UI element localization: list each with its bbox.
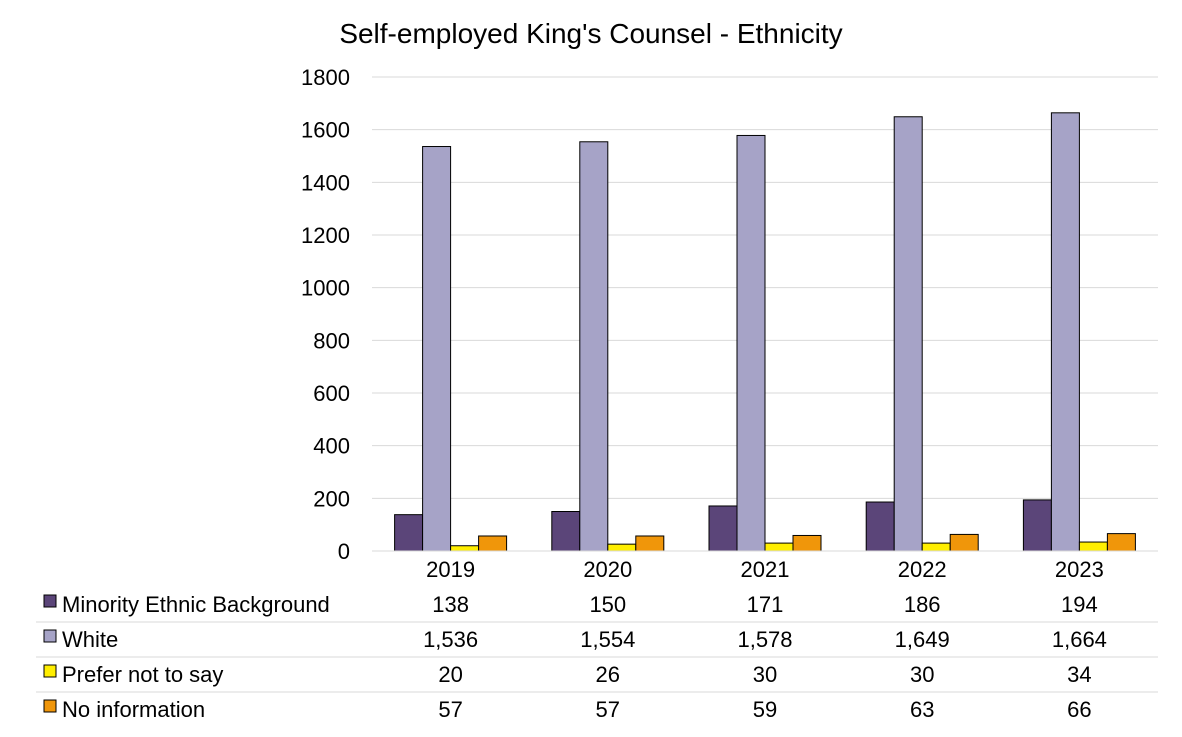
bar [422,146,452,552]
bar [478,535,508,552]
chart-title: Self-employed King's Counsel - Ethnicity [339,18,842,49]
y-tick-label: 0 [338,539,350,564]
y-tick-label: 1400 [301,170,350,195]
table-value: 59 [753,697,777,722]
table-value: 20 [438,662,462,687]
table-value: 1,578 [737,627,792,652]
table-value: 171 [747,592,784,617]
bar [764,542,794,552]
y-axis-ticks: 0 200 400 600 800 1000 1200 1400 1600 1800 [301,65,350,564]
y-tick-label: 1600 [301,118,350,143]
legend-label: No information [62,697,205,722]
bar [1078,541,1108,552]
y-tick-label: 200 [313,486,350,511]
bar [579,141,609,552]
table-value: 30 [910,662,934,687]
bar [394,514,424,552]
y-tick-label: 1000 [301,276,350,301]
table-value: 1,554 [580,627,635,652]
table-value: 1,649 [895,627,950,652]
bars [394,112,1136,552]
bar [607,543,637,552]
bar [792,534,822,552]
table-value: 34 [1067,662,1091,687]
x-tick-label: 2023 [1055,557,1104,582]
table-value: 30 [753,662,777,687]
y-tick-label: 1800 [301,65,350,90]
bar [893,116,923,552]
x-tick-label: 2021 [741,557,790,582]
table-value: 138 [432,592,469,617]
x-tick-label: 2022 [898,557,947,582]
bar [708,505,738,552]
table-value: 57 [438,697,462,722]
bar [450,545,480,552]
y-tick-label: 800 [313,328,350,353]
table-value: 150 [589,592,626,617]
legend-key [43,664,57,678]
table-value: 63 [910,697,934,722]
bar [736,134,766,552]
bar [551,511,581,552]
data-table: Minority Ethnic Background 138 150 171 186 19… [36,592,1158,722]
table-value: 26 [596,662,620,687]
bar [865,501,895,552]
table-value: 57 [596,697,620,722]
legend-label: Minority Ethnic Background [62,592,330,617]
table-value: 66 [1067,697,1091,722]
y-tick-label: 1200 [301,223,350,248]
legend-label: White [62,627,118,652]
x-axis: 2019 2020 2021 2022 2023 [372,550,1158,582]
x-tick-label: 2020 [583,557,632,582]
x-tick-label: 2019 [426,557,475,582]
legend-label: Prefer not to say [62,662,223,687]
legend-key [43,594,57,608]
bar [1106,533,1136,552]
legend-key [43,629,57,643]
table-value: 1,664 [1052,627,1107,652]
legend-key [43,699,57,713]
bar [635,535,665,552]
y-tick-label: 400 [313,434,350,459]
y-tick-label: 600 [313,381,350,406]
bar [1050,112,1080,552]
bar [949,533,979,552]
table-value: 186 [904,592,941,617]
table-value: 194 [1061,592,1098,617]
bar [921,542,951,552]
table-value: 1,536 [423,627,478,652]
bar [1022,499,1052,552]
